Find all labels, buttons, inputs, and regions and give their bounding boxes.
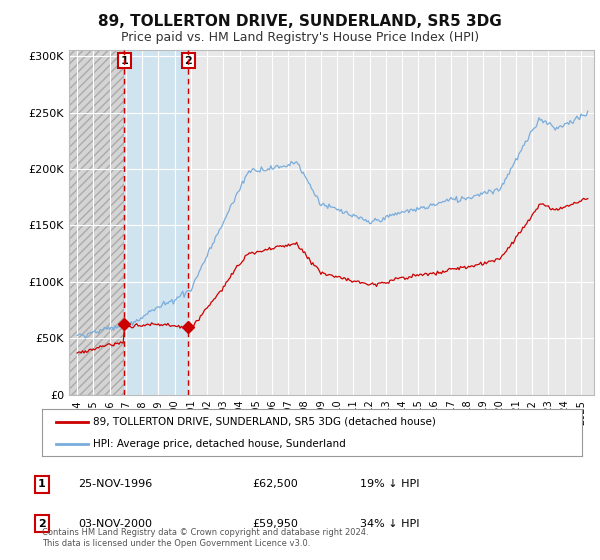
Text: Contains HM Land Registry data © Crown copyright and database right 2024.
This d: Contains HM Land Registry data © Crown c… <box>42 528 368 548</box>
Text: 19% ↓ HPI: 19% ↓ HPI <box>360 479 419 489</box>
Text: 89, TOLLERTON DRIVE, SUNDERLAND, SR5 3DG: 89, TOLLERTON DRIVE, SUNDERLAND, SR5 3DG <box>98 14 502 29</box>
Text: 89, TOLLERTON DRIVE, SUNDERLAND, SR5 3DG (detached house): 89, TOLLERTON DRIVE, SUNDERLAND, SR5 3DG… <box>94 417 436 427</box>
Text: HPI: Average price, detached house, Sunderland: HPI: Average price, detached house, Sund… <box>94 438 346 449</box>
Text: 25-NOV-1996: 25-NOV-1996 <box>78 479 152 489</box>
Text: 2: 2 <box>184 55 192 66</box>
Text: Price paid vs. HM Land Registry's House Price Index (HPI): Price paid vs. HM Land Registry's House … <box>121 31 479 44</box>
Text: £59,950: £59,950 <box>252 519 298 529</box>
Text: 03-NOV-2000: 03-NOV-2000 <box>78 519 152 529</box>
Text: 1: 1 <box>121 55 128 66</box>
Bar <box>69 50 124 395</box>
Text: 34% ↓ HPI: 34% ↓ HPI <box>360 519 419 529</box>
Text: £62,500: £62,500 <box>252 479 298 489</box>
Text: 1: 1 <box>38 479 46 489</box>
Text: 2: 2 <box>38 519 46 529</box>
Bar <box>124 50 188 395</box>
